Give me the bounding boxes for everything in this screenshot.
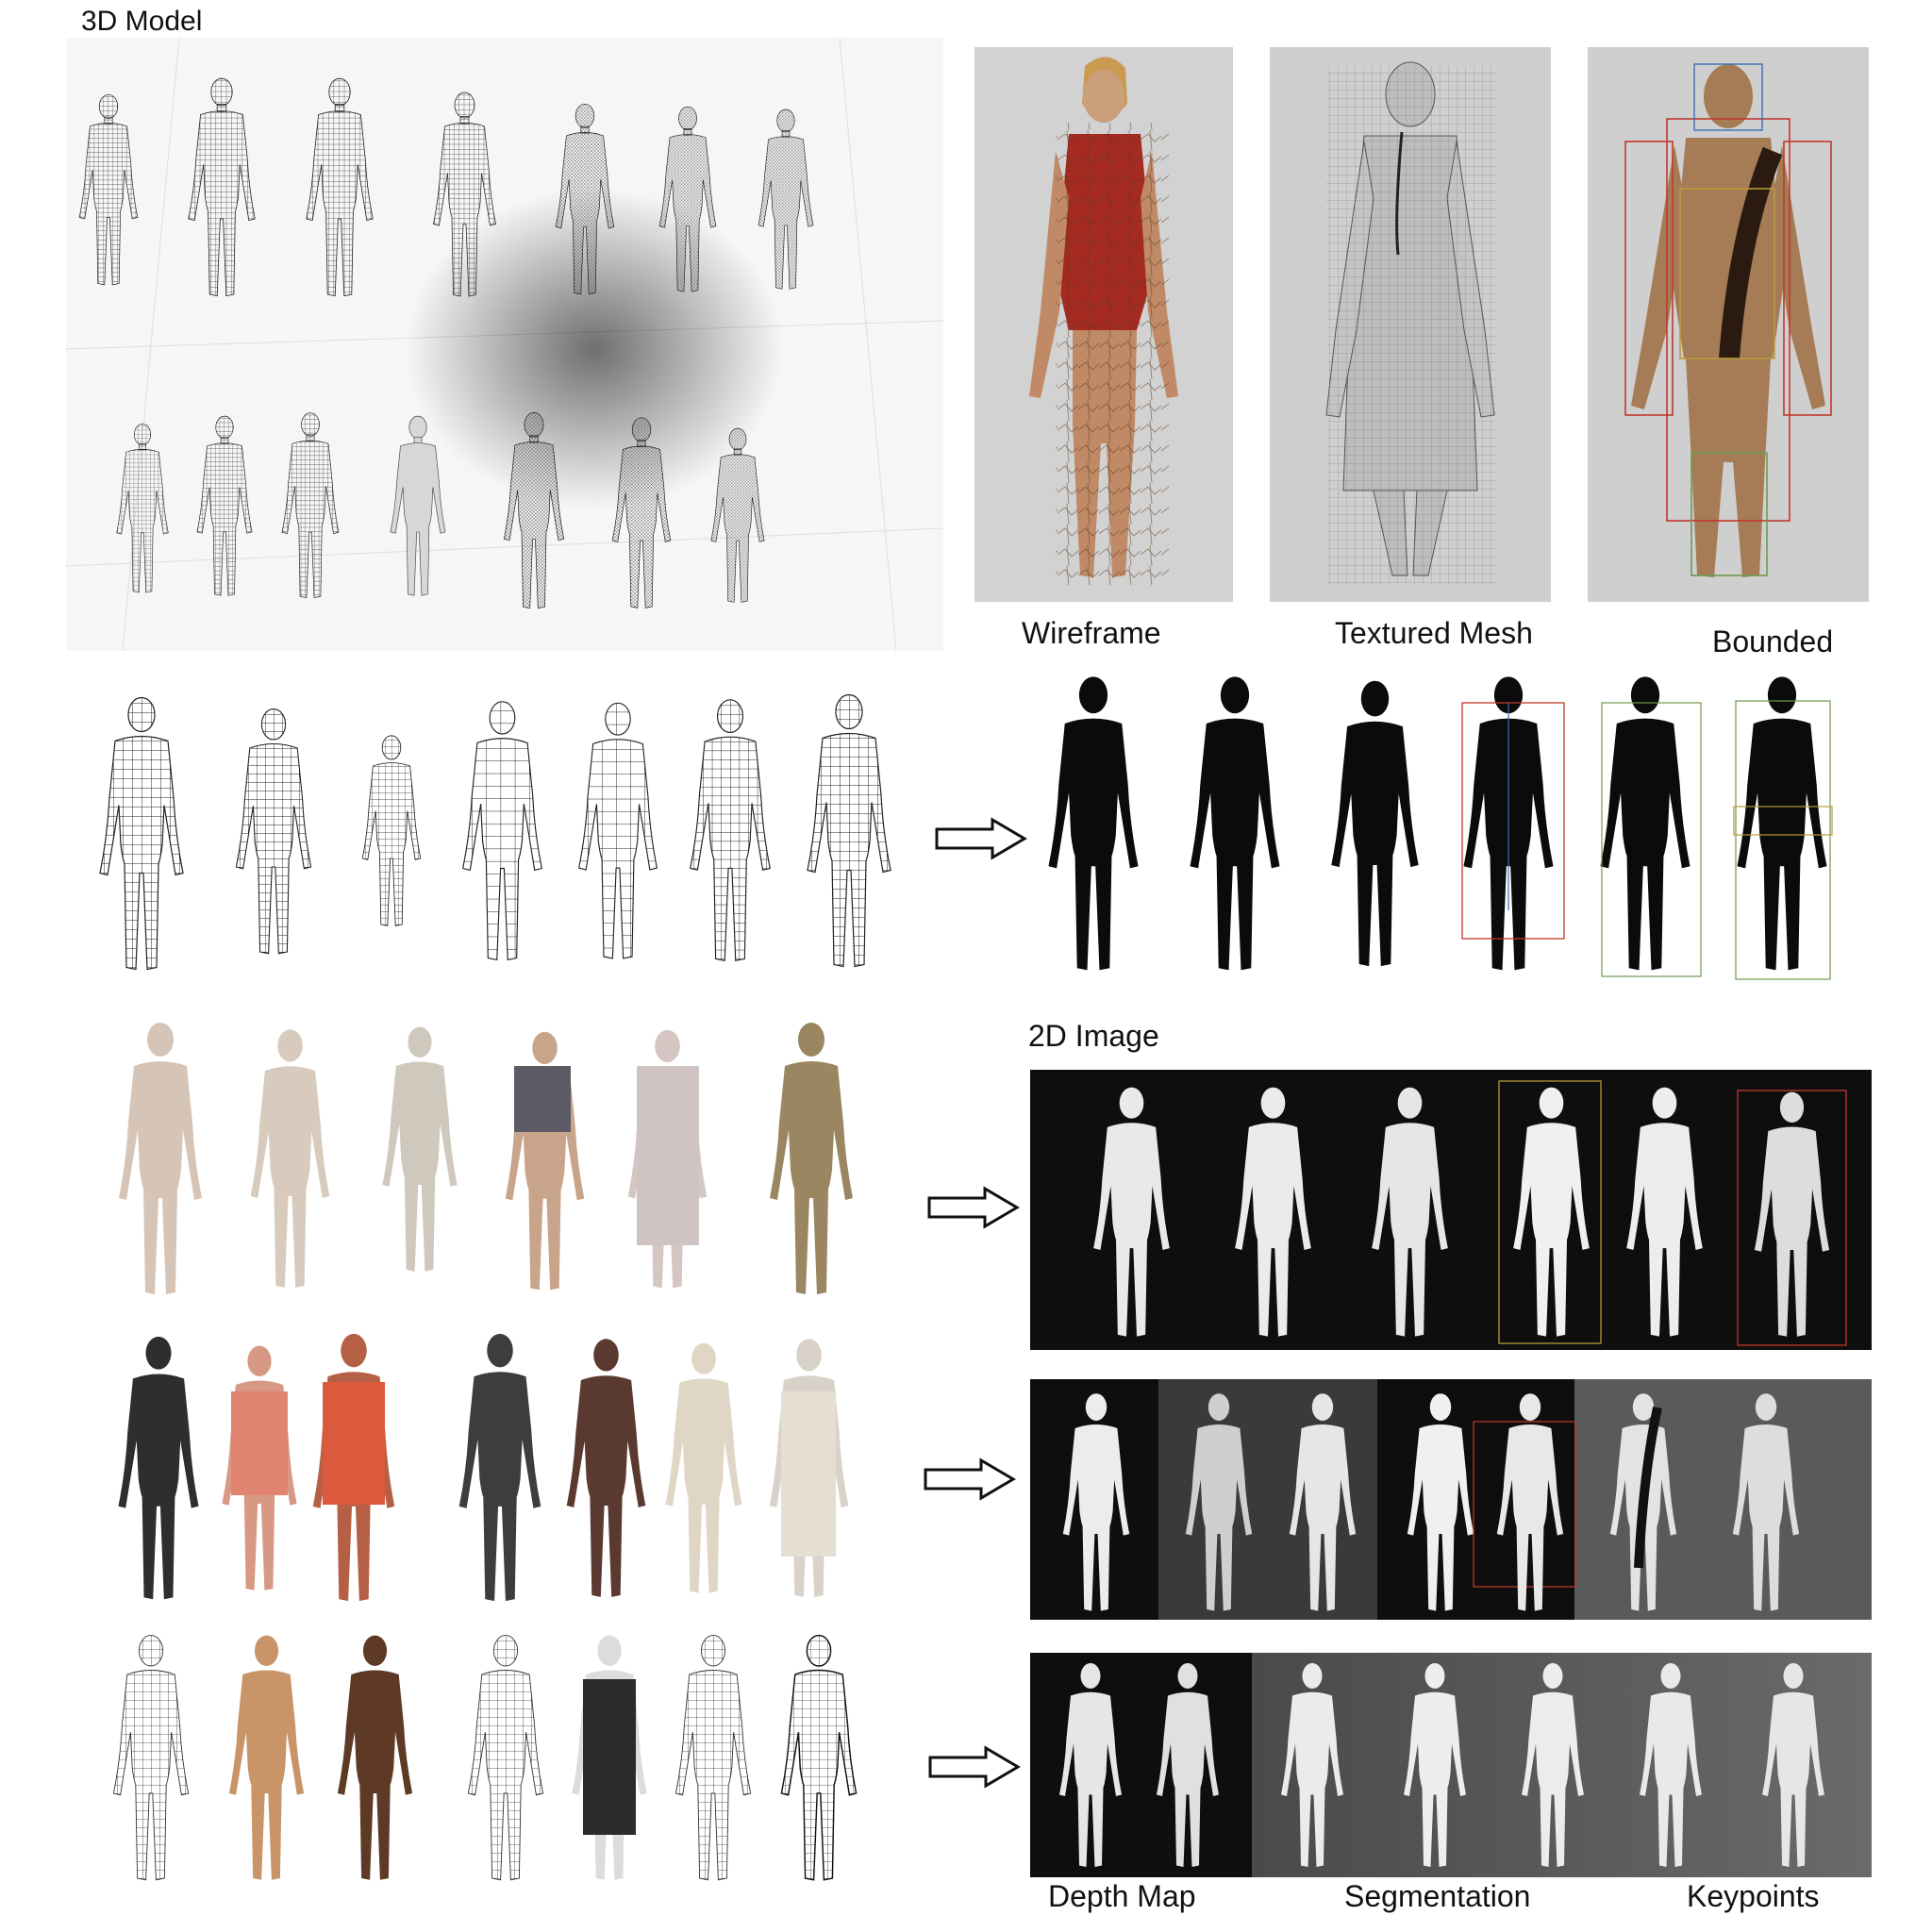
label-keypoints: Keypoints (1687, 1879, 1820, 1913)
wireframe-grid-graphic (66, 38, 943, 651)
section-title-3d-model: 3D Model (81, 6, 203, 37)
wireframe-sample-panel (974, 47, 1233, 602)
label-segmentation: Segmentation (1344, 1879, 1531, 1913)
bounded-sample-panel (1588, 47, 1869, 602)
2d-image-panel-1 (1030, 1070, 1872, 1350)
right-arrow-icon (926, 1186, 1021, 1229)
label-wireframe: Wireframe (1022, 616, 1161, 650)
label-textured-mesh: Textured Mesh (1335, 616, 1533, 650)
silhouette-row-panel (1038, 665, 1849, 986)
right-arrow-icon (934, 817, 1028, 860)
skin-figures-row-4 (104, 1000, 915, 1311)
2d-image-panel-2 (1030, 1379, 1872, 1620)
wireframe-row-3-panel (85, 675, 924, 991)
wireframe-grid-panel (66, 38, 943, 651)
right-arrow-icon (923, 1457, 1017, 1501)
label-depth-map: Depth Map (1048, 1879, 1196, 1913)
label-bounded: Bounded (1712, 625, 1834, 658)
2d-image-panel-3 (1030, 1653, 1872, 1877)
textured-mesh-sample-panel (1270, 47, 1551, 602)
clothed-figures-row-5 (104, 1325, 915, 1613)
mixed-figures-row-6 (104, 1627, 915, 1891)
section-title-2d-image: 2D Image (1028, 1019, 1159, 1053)
right-arrow-icon (927, 1745, 1022, 1789)
